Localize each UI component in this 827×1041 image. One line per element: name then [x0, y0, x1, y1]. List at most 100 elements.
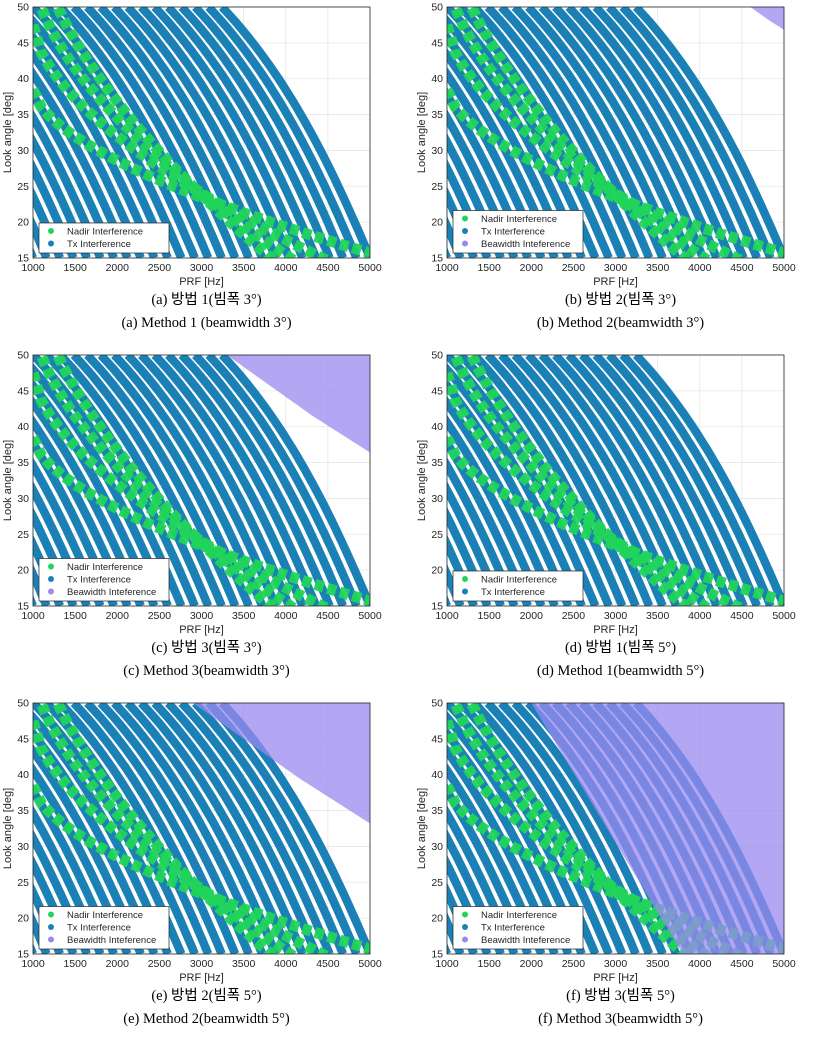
legend-label-1: Tx Interference — [67, 575, 131, 586]
axes-box — [446, 6, 785, 259]
legend-marker-1 — [48, 576, 54, 582]
chart-panel-c: 1000 1500 2000 2500 3000 3500 4000 4500 5000 15 20… — [0, 348, 413, 693]
legend: Nadir Interference Tx InterferenceBeawidt… — [452, 906, 584, 950]
x-tick-label-0: 1000 — [21, 610, 45, 622]
x-tick-label-8: 5000 — [358, 610, 382, 622]
x-axis-label: PRF [Hz] — [593, 972, 638, 984]
tx-band-14 — [70, 703, 226, 954]
x-tick-label-0: 1000 — [21, 958, 45, 970]
tx-band-20 — [151, 355, 307, 606]
y-tick-label-5: 40 — [17, 73, 29, 85]
tx-band-22 — [592, 355, 748, 606]
y-tick-label-7: 50 — [431, 698, 443, 710]
x-tick-label-3: 2500 — [148, 610, 172, 622]
tx-band-9 — [447, 378, 573, 606]
x-tick-label-8: 5000 — [358, 958, 382, 970]
nadir-band-0 — [33, 783, 370, 954]
x-tick-label-5: 3500 — [646, 262, 670, 274]
x-tick-label-0: 1000 — [435, 262, 459, 274]
legend-marker-1 — [462, 228, 468, 234]
chart-a: 1000 1500 2000 2500 3000 3500 4000 4500 5000 15 20… — [2, 2, 382, 289]
legend-label-1: Tx Interference — [481, 587, 545, 598]
tx-band-21 — [165, 703, 321, 954]
legend-marker-0 — [48, 563, 54, 570]
tx-band-23 — [606, 7, 761, 258]
x-axis-label: PRF [Hz] — [179, 624, 224, 636]
tx-band-5 — [33, 109, 105, 258]
beamwidth-region — [226, 355, 370, 453]
legend-label-1: Tx Interference — [481, 923, 545, 934]
x-tick-label-3: 2500 — [148, 262, 172, 274]
axes-box — [446, 354, 785, 607]
legend-marker-0 — [462, 215, 468, 222]
plot-area — [33, 7, 370, 258]
x-tick-label-2: 2000 — [520, 262, 544, 274]
x-tick-label-7: 4500 — [730, 262, 754, 274]
legend: Nadir Interference Tx InterferenceBeawidt… — [38, 558, 170, 602]
y-axis-label: Look angle [deg] — [2, 92, 14, 173]
chart-panel-f: 1000 1500 2000 2500 3000 3500 4000 4500 5000 15 20… — [414, 696, 827, 1041]
y-tick-label-3: 30 — [17, 493, 29, 505]
x-tick-label-6: 4000 — [688, 958, 712, 970]
tx-band-19 — [552, 7, 708, 258]
y-tick-label-6: 45 — [17, 37, 29, 49]
x-tick-label-1: 1500 — [477, 610, 501, 622]
y-tick-label-4: 35 — [17, 805, 29, 817]
nadir-band-3 — [51, 703, 280, 954]
tx-band-8 — [447, 396, 559, 606]
tx-band-25 — [218, 355, 370, 606]
axes-box — [32, 702, 371, 955]
legend-label-2: Beawidth Inteference — [67, 935, 156, 946]
tx-band-13 — [471, 355, 627, 606]
y-tick-label-0: 15 — [17, 253, 29, 265]
tx-band-23 — [606, 355, 761, 606]
tx-band-19 — [552, 355, 708, 606]
tx-band-22 — [592, 7, 748, 258]
nadir-band-3 — [465, 703, 694, 954]
nadir-band-1 — [33, 719, 335, 954]
beamwidth-region — [531, 703, 784, 954]
x-tick-label-0: 1000 — [435, 610, 459, 622]
nadir-band-1 — [447, 371, 749, 606]
legend-marker-2 — [462, 240, 468, 247]
legend-label-0: Nadir Interference — [481, 214, 557, 225]
tx-band-19 — [138, 703, 294, 954]
y-tick-label-1: 20 — [17, 217, 29, 229]
tx-band-24 — [205, 355, 361, 606]
nadir-band-0 — [447, 783, 784, 954]
series-beamwidth-interference — [193, 703, 370, 824]
tx-band-13 — [57, 7, 213, 258]
x-tick-label-3: 2500 — [148, 958, 172, 970]
legend-marker-0 — [48, 228, 54, 234]
y-tick-label-5: 40 — [17, 769, 29, 781]
legend-marker-0 — [462, 911, 468, 918]
tx-band-11 — [33, 7, 186, 258]
x-tick-label-2: 2000 — [520, 958, 544, 970]
caption-english-b: (b) Method 2(beamwidth 3°) — [536, 315, 705, 331]
x-tick-label-4: 3000 — [604, 958, 628, 970]
tx-band-2 — [447, 534, 478, 606]
caption-korean-f: (f) 방법 3(빔폭 5°) — [566, 988, 675, 1004]
x-tick-label-7: 4500 — [730, 610, 754, 622]
x-axis-label: PRF [Hz] — [593, 624, 638, 636]
legend-marker-0 — [48, 911, 54, 918]
tx-band-23 — [192, 355, 347, 606]
x-tick-label-5: 3500 — [646, 610, 670, 622]
legend-marker-1 — [462, 588, 468, 595]
y-tick-label-0: 15 — [431, 601, 443, 613]
legend-label-1: Tx Interference — [67, 239, 131, 250]
x-tick-label-3: 2500 — [562, 262, 586, 274]
series-beamwidth-interference — [226, 355, 370, 453]
x-tick-label-5: 3500 — [232, 262, 256, 274]
chart-e: 1000 1500 2000 2500 3000 3500 4000 4500 5000 15 20… — [2, 698, 382, 985]
x-tick-label-3: 2500 — [562, 610, 586, 622]
legend: Nadir Interference Tx InterferenceBeawidt… — [452, 210, 584, 254]
tx-band-13 — [471, 7, 627, 258]
legend-label-1: Tx Interference — [481, 227, 545, 238]
x-tick-label-2: 2000 — [106, 958, 130, 970]
legend: Nadir Interference Tx InterferenceBeawidt… — [38, 906, 170, 950]
y-tick-label-2: 25 — [17, 877, 29, 889]
tx-band-13 — [471, 703, 627, 954]
series-nadir-interference — [447, 355, 784, 606]
x-tick-label-8: 5000 — [772, 262, 796, 274]
